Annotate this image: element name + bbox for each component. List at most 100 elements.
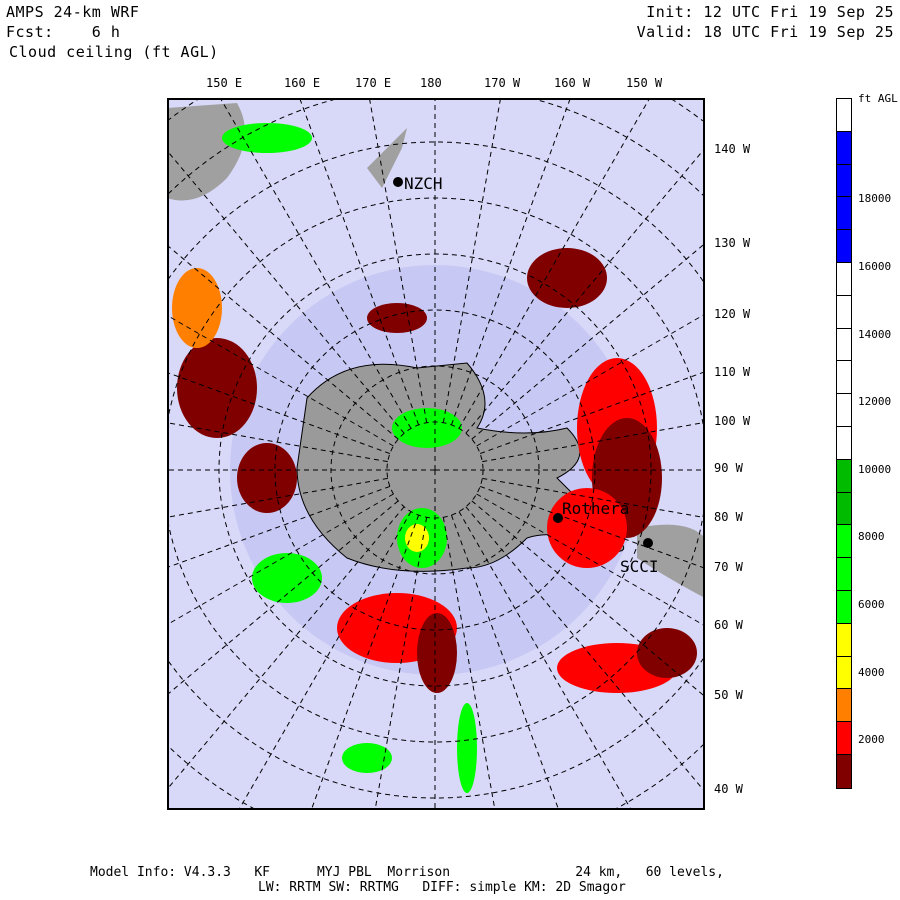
- colorbar-segment: [837, 754, 851, 788]
- new-zealand: [367, 128, 407, 188]
- latitude-circle: [530, 98, 705, 197]
- top-lon-label: 160 W: [554, 76, 591, 90]
- meridian-line: [482, 421, 705, 463]
- latitude-circle: [167, 657, 705, 799]
- meridian-line: [167, 150, 405, 434]
- meridian-line: [458, 511, 632, 810]
- colorbar-label: 10000: [858, 462, 892, 476]
- latitude-circle: [167, 503, 705, 743]
- colorbar-label: 8000: [858, 530, 885, 544]
- station-label: Rothera: [562, 499, 630, 518]
- meridian-line: [471, 500, 705, 697]
- right-lon-label: 60 W: [714, 618, 743, 632]
- right-lon-label: 120 W: [714, 307, 751, 321]
- right-lon-label: 110 W: [714, 365, 751, 379]
- field-title: Cloud ceiling (ft AGL): [9, 43, 219, 61]
- colorbar-segment: [837, 197, 851, 231]
- right-lon-label: 80 W: [714, 510, 743, 524]
- meridian-line: [167, 314, 394, 447]
- colorbar-segment: [837, 295, 851, 329]
- valid-time: Valid: 18 UTC Fri 19 Sep 25: [636, 23, 894, 41]
- meridian-line: [167, 422, 388, 463]
- meridian-line: [482, 477, 705, 519]
- meridian-line: [368, 98, 428, 423]
- colorbar-segment: [837, 328, 851, 362]
- colorbar-segment: [837, 230, 851, 263]
- colorbar-segment: [837, 131, 851, 165]
- graticule: [167, 98, 705, 810]
- meridian-line: [479, 371, 705, 455]
- colorbar-segment: [837, 558, 851, 591]
- latitude-circle: [167, 141, 705, 283]
- colorbar-segment: [837, 394, 851, 427]
- top-lon-label: 170 E: [355, 76, 392, 90]
- cloud-fields: [172, 123, 697, 793]
- meridian-line: [167, 506, 405, 790]
- meridian-line: [450, 514, 560, 810]
- station-marker: [553, 513, 563, 523]
- meridian-line: [299, 98, 420, 426]
- right-lon-label: 40 W: [714, 782, 743, 796]
- colorbar-segment: [837, 459, 851, 493]
- station-label: SCCI: [620, 557, 659, 576]
- colorbar-segment: [837, 590, 851, 624]
- right-lon-label: 140 W: [714, 142, 751, 156]
- meridian-line: [476, 313, 705, 447]
- latitude-circle: [167, 98, 199, 122]
- south-america: [637, 524, 705, 598]
- colorbar-segment: [837, 525, 851, 559]
- right-lon-label: 90 W: [714, 461, 743, 475]
- colorbar-unit: ft AGL: [858, 92, 898, 105]
- latitude-circle: [167, 98, 340, 195]
- right-lon-label: 100 W: [714, 414, 751, 428]
- colorbar-segment: [837, 623, 851, 657]
- forecast-hour: Fcst: 6 h: [6, 23, 121, 41]
- meridian-line: [310, 514, 420, 810]
- meridian-line: [465, 147, 705, 434]
- colorbar-segment: [837, 426, 851, 460]
- colorbar-segment: [837, 164, 851, 198]
- meridian-line: [167, 371, 391, 455]
- meridian-line: [442, 98, 502, 423]
- colorbar-label: 18000: [858, 192, 892, 206]
- colorbar-label: 14000: [858, 327, 892, 341]
- meridian-line: [458, 98, 651, 429]
- colorbar-segment: [837, 492, 851, 526]
- meridian-line: [167, 485, 391, 569]
- meridian-line: [465, 506, 705, 793]
- colorbar-label: 2000: [858, 733, 885, 747]
- colorbar-segment: [837, 689, 851, 723]
- station-marker: [643, 538, 653, 548]
- right-lon-label: 70 W: [714, 560, 743, 574]
- right-lon-label: 50 W: [714, 688, 743, 702]
- model-title: AMPS 24-km WRF: [6, 3, 140, 21]
- colorbar-label: 16000: [858, 260, 892, 273]
- meridian-line: [238, 511, 412, 810]
- colorbar-segment: [837, 656, 851, 690]
- latitude-circle: [615, 743, 705, 810]
- meridian-line: [450, 98, 571, 426]
- top-lon-label: 150 E: [206, 76, 243, 90]
- map-frame: [167, 98, 705, 810]
- model-info-line2: LW: RRTM SW: RRTMG DIFF: simple KM: 2D S…: [258, 880, 626, 895]
- colorbar-segment: [837, 262, 851, 296]
- colorbar-segment: [837, 722, 851, 755]
- colorbar-segment: [837, 99, 851, 132]
- colorbar-segment: [837, 361, 851, 395]
- colorbar-label: 4000: [858, 665, 885, 679]
- meridian-line: [219, 98, 412, 429]
- meridian-line: [442, 517, 496, 810]
- colorbar-label: 12000: [858, 395, 892, 409]
- colorbar-label: 6000: [858, 598, 885, 611]
- init-time: Init: 12 UTC Fri 19 Sep 25: [646, 3, 894, 21]
- top-lon-label: 150 W: [626, 76, 663, 90]
- top-lon-label: 180: [420, 76, 442, 90]
- top-lon-label: 170 W: [484, 76, 521, 90]
- meridian-line: [374, 517, 428, 810]
- meridian-line: [167, 493, 394, 626]
- meridian-line: [471, 243, 705, 440]
- australia: [167, 103, 245, 201]
- meridian-line: [476, 493, 705, 627]
- station-marker: [393, 177, 403, 187]
- latitude-circle: [167, 197, 705, 437]
